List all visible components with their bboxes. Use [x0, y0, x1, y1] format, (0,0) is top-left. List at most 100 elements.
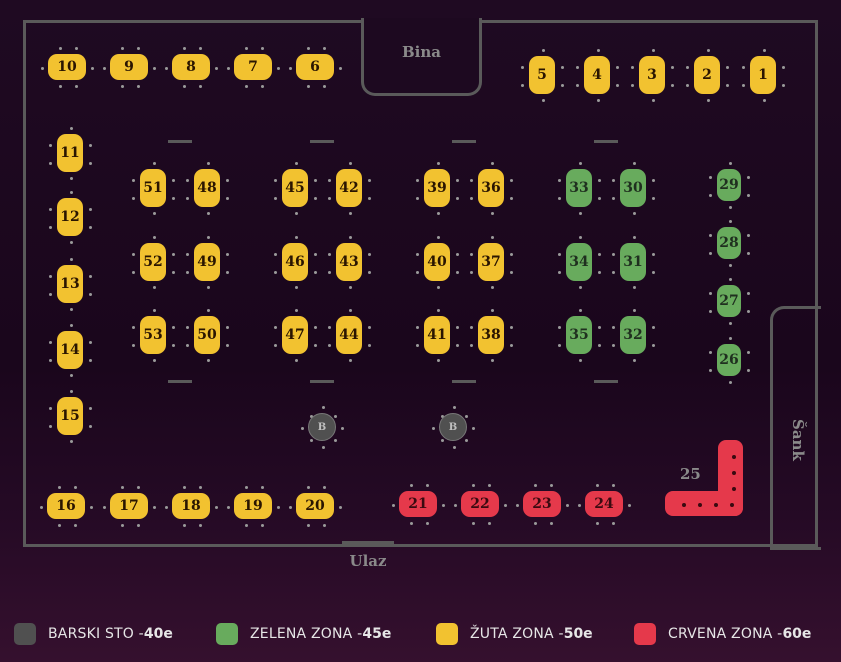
seat-dot [289, 67, 292, 70]
seat-dot [652, 99, 655, 102]
table-39[interactable]: 39 [424, 169, 450, 207]
table-33[interactable]: 33 [566, 169, 592, 207]
table-40[interactable]: 40 [424, 243, 450, 281]
table-27[interactable]: 27 [717, 285, 741, 317]
seat-dot [550, 522, 553, 525]
seat-dot [470, 326, 473, 329]
seat-dot [349, 212, 352, 215]
table-50[interactable]: 50 [194, 316, 220, 354]
table-31[interactable]: 31 [620, 243, 646, 281]
seat-dot [349, 309, 352, 312]
table-12[interactable]: 12 [57, 198, 83, 236]
legend-item-yellow: ŽUTA ZONA - 50e [436, 620, 593, 648]
seat-dot [652, 344, 655, 347]
seat-dot [207, 359, 210, 362]
table-7[interactable]: 7 [234, 54, 272, 80]
seat-dot [186, 344, 189, 347]
legend-swatch-grey [14, 623, 36, 645]
table-24[interactable]: 24 [585, 491, 623, 517]
seat-dot [631, 66, 634, 69]
table-45[interactable]: 45 [282, 169, 308, 207]
table-32[interactable]: 32 [620, 316, 646, 354]
seat-dot [314, 326, 317, 329]
table-53[interactable]: 53 [140, 316, 166, 354]
legend-price: 50e [563, 626, 593, 642]
seat-dot [652, 271, 655, 274]
seat-dot [137, 486, 140, 489]
table-5[interactable]: 5 [529, 56, 555, 94]
table-2[interactable]: 2 [694, 56, 720, 94]
seat-dot [349, 162, 352, 165]
legend-price: 45e [362, 626, 392, 642]
seat-dot [226, 197, 229, 200]
section-divider [168, 140, 192, 143]
legend-item-bar: BARSKI STO - 40e [14, 620, 173, 648]
table-42[interactable]: 42 [336, 169, 362, 207]
table-21[interactable]: 21 [399, 491, 437, 517]
seat-dot [137, 85, 140, 88]
seat-dot [747, 351, 750, 354]
table-14[interactable]: 14 [57, 331, 83, 369]
table-38[interactable]: 38 [478, 316, 504, 354]
seat-dot [456, 344, 459, 347]
table-20[interactable]: 20 [296, 493, 334, 519]
table-26[interactable]: 26 [717, 344, 741, 376]
table-29[interactable]: 29 [717, 169, 741, 201]
seat-dot [323, 524, 326, 527]
legend-label: CRVENA ZONA - [668, 626, 783, 642]
table-43[interactable]: 43 [336, 243, 362, 281]
table-37[interactable]: 37 [478, 243, 504, 281]
table-9[interactable]: 9 [110, 54, 148, 80]
bar-table[interactable]: B [308, 413, 336, 441]
seat-dot [612, 484, 615, 487]
table-41[interactable]: 41 [424, 316, 450, 354]
table-51[interactable]: 51 [140, 169, 166, 207]
table-13[interactable]: 13 [57, 265, 83, 303]
bar-table[interactable]: B [439, 413, 467, 441]
table-49[interactable]: 49 [194, 243, 220, 281]
table-11[interactable]: 11 [57, 134, 83, 172]
legend-price: 60e [782, 626, 812, 642]
seat-dot [153, 359, 156, 362]
table-48[interactable]: 48 [194, 169, 220, 207]
table-16[interactable]: 16 [47, 493, 85, 519]
seat-dot [261, 524, 264, 527]
table-23[interactable]: 23 [523, 491, 561, 517]
table-4[interactable]: 4 [584, 56, 610, 94]
table-19[interactable]: 19 [234, 493, 272, 519]
seat-dot [633, 359, 636, 362]
seat-dot [307, 85, 310, 88]
table-3[interactable]: 3 [639, 56, 665, 94]
seat-dot [465, 439, 468, 442]
section-divider [310, 380, 334, 383]
table-10[interactable]: 10 [48, 54, 86, 80]
table-36[interactable]: 36 [478, 169, 504, 207]
seat-dot [534, 522, 537, 525]
table-22[interactable]: 22 [461, 491, 499, 517]
seat-dot [491, 236, 494, 239]
seat-dot [207, 212, 210, 215]
seat-dot [491, 309, 494, 312]
table-35[interactable]: 35 [566, 316, 592, 354]
table-47[interactable]: 47 [282, 316, 308, 354]
seat-dot [328, 271, 331, 274]
table-18[interactable]: 18 [172, 493, 210, 519]
table-8[interactable]: 8 [172, 54, 210, 80]
table-44[interactable]: 44 [336, 316, 362, 354]
table-6[interactable]: 6 [296, 54, 334, 80]
table-28[interactable]: 28 [717, 227, 741, 259]
seat-dot [310, 439, 313, 442]
seat-dot [558, 179, 561, 182]
table-15[interactable]: 15 [57, 397, 83, 435]
seat-dot [598, 197, 601, 200]
table-52[interactable]: 52 [140, 243, 166, 281]
table-46[interactable]: 46 [282, 243, 308, 281]
table-1[interactable]: 1 [750, 56, 776, 94]
seat-dot [707, 49, 710, 52]
seat-dot [763, 49, 766, 52]
seat-dot [633, 236, 636, 239]
table-17[interactable]: 17 [110, 493, 148, 519]
stage-label: Bina [401, 42, 441, 61]
table-34[interactable]: 34 [566, 243, 592, 281]
table-30[interactable]: 30 [620, 169, 646, 207]
